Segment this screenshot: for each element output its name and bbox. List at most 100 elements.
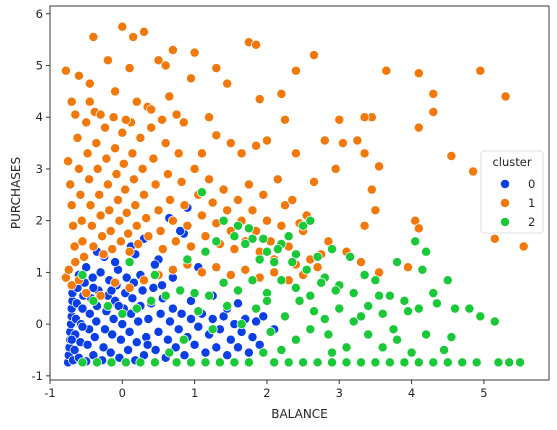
cluster-1-point-145: [207, 197, 218, 208]
cluster-2-point-90: [305, 324, 316, 335]
cluster-2-point-95: [377, 342, 388, 353]
cluster-2-point-108: [207, 324, 218, 335]
legend-marker-1: [500, 198, 510, 208]
cluster-1-point-149: [222, 205, 233, 216]
cluster-1-point-32: [413, 122, 424, 133]
cluster-1-point-3: [102, 55, 113, 66]
cluster-1-point-101: [108, 112, 119, 123]
cluster-1-point-123: [143, 231, 154, 242]
cluster-1-point-104: [113, 195, 123, 205]
cluster-0-point-27: [87, 272, 98, 283]
cluster-1-point-55: [225, 138, 236, 149]
cluster-2-point-82: [442, 357, 453, 368]
cluster-1-point-4: [117, 21, 128, 32]
cluster-0-point-36: [100, 324, 110, 335]
cluster-2-point-96: [392, 334, 403, 345]
cluster-1-point-121: [139, 189, 149, 200]
cluster-2-point-37: [348, 288, 359, 299]
cluster-2-point-127: [374, 290, 385, 301]
cluster-0-point-78: [179, 350, 190, 361]
cluster-1-point-109: [120, 184, 131, 195]
cluster-1-point-63: [356, 257, 366, 268]
cluster-1-point-92: [95, 210, 106, 221]
cluster-1-point-84: [84, 174, 95, 185]
cluster-2-point-112: [149, 357, 160, 368]
cluster-1-point-47: [366, 184, 377, 195]
x-axis-ticks: -1 0 1 2 3 4 5: [44, 380, 488, 400]
cluster-1-point-76: [72, 132, 83, 143]
cluster-0-point-75: [170, 342, 181, 353]
cluster-2-point-66: [287, 257, 298, 268]
legend-box: [480, 150, 544, 234]
cluster-1-point-199: [171, 109, 182, 120]
cluster-0-point-59: [133, 316, 144, 327]
y-tick-label: -1: [32, 369, 43, 383]
cluster-1-point-98: [104, 205, 115, 216]
axes-frame: [49, 5, 550, 381]
cluster-1-point-124: [146, 122, 157, 133]
x-axis-label: BALANCE: [271, 407, 328, 421]
cluster-1-point-57: [196, 148, 207, 159]
cluster-2-point-64: [258, 233, 269, 244]
cluster-2-point-56: [77, 270, 88, 280]
cluster-1-point-34: [468, 166, 479, 177]
cluster-1-point-160: [262, 215, 272, 226]
cluster-2-point-10: [254, 254, 265, 265]
cluster-1-point-144: [204, 174, 215, 185]
cluster-1-point-184: [225, 270, 236, 280]
cluster-1-point-85: [85, 200, 96, 211]
cluster-1-point-73: [68, 220, 79, 231]
cluster-2-point-13: [312, 251, 323, 262]
cluster-1-point-24: [254, 94, 265, 105]
cluster-2-point-110: [178, 334, 189, 345]
cluster-1-point-78: [75, 189, 86, 200]
cluster-1-point-91: [94, 189, 105, 200]
cluster-2-point-68: [316, 277, 327, 288]
cluster-2-point-97: [406, 347, 417, 358]
cluster-1-point-14: [251, 39, 262, 50]
cluster-0-point-48: [117, 319, 128, 330]
cluster-1-point-139: [186, 241, 196, 252]
cluster-1-point-127: [153, 205, 164, 216]
cluster-2-point-78: [384, 357, 395, 368]
cluster-1-point-152: [233, 195, 243, 205]
cluster-1-point-40: [359, 112, 370, 123]
cluster-1-point-58: [280, 200, 290, 211]
cluster-0-point-98: [251, 316, 262, 327]
cluster-1-point-65: [403, 262, 413, 273]
cluster-1-point-180: [167, 264, 178, 275]
cluster-1-point-136: [176, 176, 187, 187]
cluster-1-point-125: [148, 153, 159, 164]
cluster-0-point-53: [124, 326, 135, 337]
cluster-1-point-11: [189, 47, 200, 58]
cluster-1-point-117: [131, 220, 142, 231]
cluster-0-point-30: [91, 316, 102, 327]
cluster-2-point-121: [214, 357, 225, 368]
cluster-2-point-114: [120, 357, 131, 368]
cluster-2-point-91: [319, 314, 330, 324]
cluster-0-point-76: [173, 324, 184, 335]
cluster-1-point-81: [79, 251, 89, 262]
cluster-1-point-114: [127, 148, 138, 159]
cluster-1-point-137: [179, 200, 190, 211]
cluster-1-point-151: [229, 244, 240, 255]
cluster-2-point-100: [323, 329, 334, 340]
cluster-0-point-77: [176, 308, 187, 319]
cluster-1-point-48: [330, 163, 341, 174]
cluster-1-point-129: [157, 244, 168, 255]
cluster-1-point-30: [84, 78, 95, 89]
cluster-2-point-111: [164, 347, 175, 358]
cluster-1-point-42: [352, 135, 363, 146]
cluster-1-point-182: [196, 267, 207, 278]
cluster-2-point-52: [131, 303, 142, 314]
cluster-1-point-190: [84, 96, 95, 107]
cluster-1-point-6: [128, 32, 139, 42]
cluster-0-point-91: [225, 334, 236, 345]
cluster-1-point-29: [110, 86, 121, 97]
cluster-1-point-23: [276, 88, 287, 99]
cluster-2-point-67: [301, 264, 312, 275]
cluster-2-point-57: [124, 257, 135, 268]
cluster-1-point-50: [290, 148, 301, 159]
cluster-1-point-21: [500, 91, 511, 102]
cluster-1-point-9: [160, 60, 171, 71]
